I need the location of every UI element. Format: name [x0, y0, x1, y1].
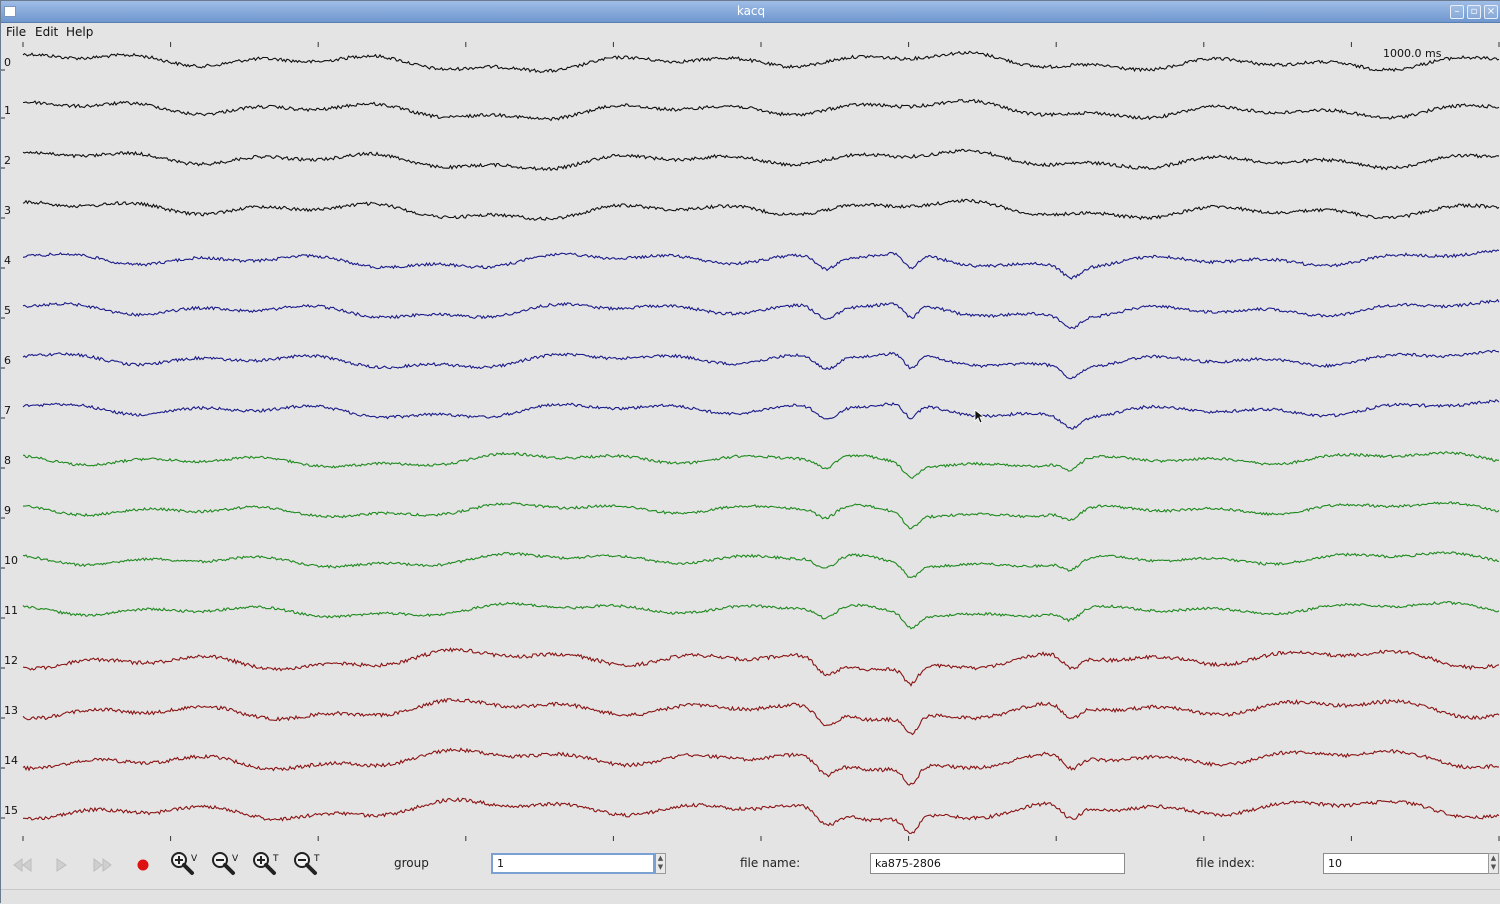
group-spin-buttons[interactable]: ▲ ▼: [655, 853, 666, 874]
play-button[interactable]: [45, 851, 79, 879]
channel-trace: [22, 98, 1500, 122]
zoom-in-time-icon: T: [253, 852, 279, 875]
maximize-icon[interactable]: ▫: [1467, 5, 1481, 19]
channel-label: 2: [4, 154, 11, 167]
spin-up-icon[interactable]: ▲: [1490, 854, 1497, 862]
zoom-out-vertical-icon: V: [212, 852, 239, 875]
file-name-field[interactable]: [870, 853, 1125, 874]
menu-help[interactable]: Help: [66, 25, 94, 39]
svg-text:V: V: [232, 854, 239, 864]
channel-label: 10: [4, 554, 18, 567]
zoom-out-vertical-button[interactable]: V: [208, 851, 242, 879]
window-title: kacq: [736, 4, 766, 18]
play-icon: [56, 858, 67, 872]
channel-trace: [22, 198, 1500, 221]
channel-label: 11: [4, 604, 18, 617]
fast-forward-icon: [93, 858, 112, 872]
file-index-label: file index:: [1196, 856, 1255, 870]
rewind-icon: [13, 858, 32, 872]
channel-label: 7: [4, 404, 11, 417]
window-menu-icon[interactable]: [4, 6, 16, 17]
record-button[interactable]: [126, 851, 160, 879]
channel-label: 1: [4, 104, 11, 117]
file-name-label: file name:: [740, 856, 801, 870]
control-toolbar: V V T T: [1, 841, 1500, 889]
channel-trace: [22, 551, 1500, 578]
svg-text:T: T: [313, 854, 320, 864]
signal-plot-area[interactable]: 1000.0 ms 0 1 2 3 4 5 6 7 8 9 10 11 12 13 14 15: [1, 42, 1500, 841]
svg-text:V: V: [191, 854, 198, 864]
channel-trace: [22, 600, 1500, 630]
channel-label: 13: [4, 704, 18, 717]
zoom-in-vertical-icon: V: [171, 852, 198, 875]
channel-trace: [22, 647, 1500, 687]
fast-forward-button[interactable]: [85, 851, 119, 879]
channel-label: 8: [4, 454, 11, 467]
channel-label: 4: [4, 254, 11, 267]
channel-trace: [22, 298, 1500, 330]
channel-trace: [22, 501, 1500, 530]
channel-trace: [22, 747, 1500, 786]
channel-trace: [23, 797, 1500, 834]
channel-trace: [22, 450, 1500, 479]
group-spinbox[interactable]: [491, 853, 655, 874]
channel-label: 14: [4, 754, 18, 767]
group-label: group: [394, 856, 429, 870]
channel-label: 6: [4, 354, 11, 367]
file-index-spinbox[interactable]: [1323, 853, 1489, 874]
menu-bar: File Edit Help: [1, 23, 1500, 42]
spin-down-icon[interactable]: ▼: [1490, 863, 1497, 871]
spin-down-icon[interactable]: ▼: [657, 863, 664, 871]
title-bar[interactable]: kacq – ▫ ×: [1, 1, 1500, 23]
channel-trace: [22, 398, 1500, 430]
channel-trace: [22, 698, 1500, 736]
zoom-out-time-button[interactable]: T: [290, 851, 324, 879]
channel-label: 0: [4, 56, 11, 69]
channel-label: 12: [4, 654, 18, 667]
file-index-spin-buttons[interactable]: ▲ ▼: [1488, 853, 1499, 874]
zoom-in-time-button[interactable]: T: [249, 851, 283, 879]
mouse-cursor-icon: [974, 409, 984, 424]
time-scale-label: 1000.0 ms: [1383, 47, 1442, 60]
close-icon[interactable]: ×: [1484, 5, 1498, 19]
channel-trace: [22, 249, 1500, 280]
status-bar: [1, 890, 1500, 904]
zoom-in-vertical-button[interactable]: V: [167, 851, 201, 879]
channel-label: 5: [4, 304, 11, 317]
menu-file[interactable]: File: [6, 25, 27, 39]
menu-edit[interactable]: Edit: [35, 25, 59, 39]
channel-label: 9: [4, 504, 11, 517]
channel-label: 3: [4, 204, 11, 217]
spin-up-icon[interactable]: ▲: [657, 854, 664, 862]
channel-trace: [22, 349, 1500, 380]
channel-trace: [22, 50, 1500, 74]
channel-label: 15: [4, 804, 18, 817]
rewind-button[interactable]: [5, 851, 39, 879]
record-icon: [137, 859, 149, 871]
minimize-icon[interactable]: –: [1450, 5, 1464, 19]
divider: [1, 889, 1500, 890]
zoom-out-time-icon: T: [294, 852, 320, 875]
svg-text:T: T: [272, 854, 279, 864]
traces-canvas: [1, 42, 1500, 841]
channel-trace: [22, 148, 1500, 172]
